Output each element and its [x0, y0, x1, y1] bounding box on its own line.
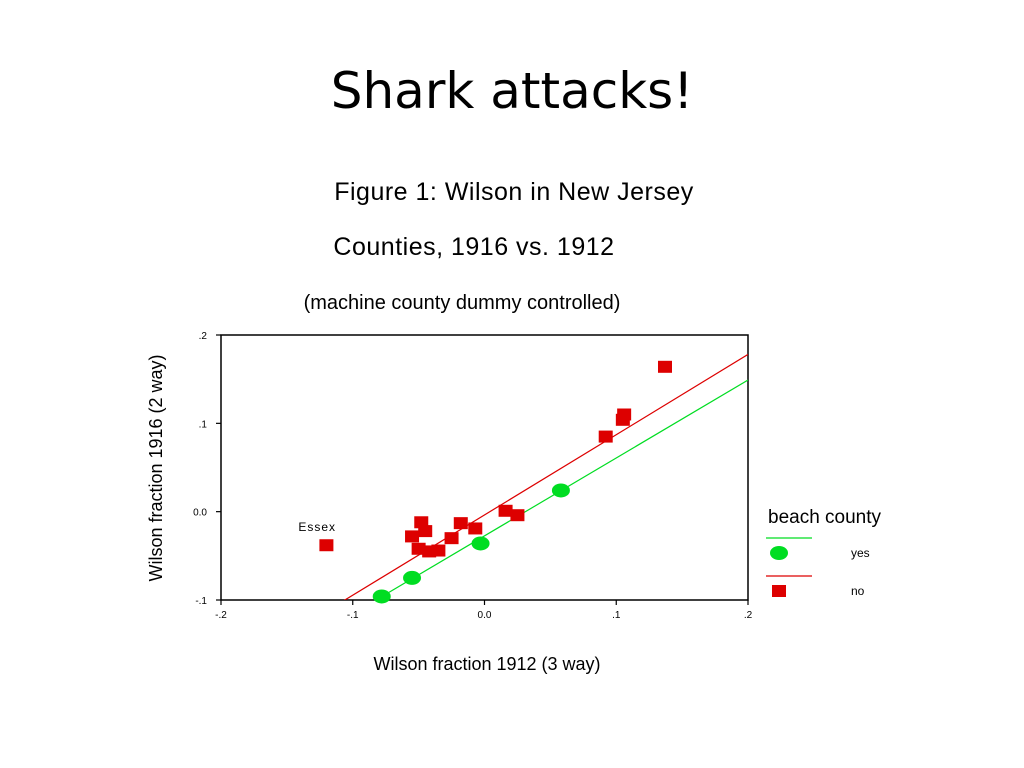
point-yes	[471, 536, 490, 551]
point-annotation: Essex	[298, 520, 336, 534]
chart-note: (machine county dummy controlled)	[303, 292, 621, 314]
point-no	[319, 539, 334, 552]
point-no	[418, 525, 433, 538]
point-no	[468, 522, 483, 535]
point-no	[405, 530, 420, 543]
y-tick-label: 0.0	[193, 508, 207, 519]
point-yes	[551, 483, 570, 498]
point-no	[453, 517, 468, 530]
legend-marker-no	[772, 585, 786, 597]
legend: yes no	[766, 537, 870, 598]
plot-area	[220, 334, 749, 601]
y-tick-label: .2	[199, 331, 208, 342]
x-tick-label: .1	[612, 610, 621, 621]
fit-line-no	[343, 353, 748, 600]
x-axis-label: Wilson fraction 1912 (3 way)	[373, 654, 600, 674]
chart-title: Figure 1: Wilson in New Jersey	[334, 178, 694, 206]
slide-title: Shark attacks!	[330, 62, 694, 120]
x-tick-label: -.1	[347, 610, 359, 621]
point-no	[444, 532, 459, 545]
point-no	[657, 360, 672, 373]
chart-subtitle: Counties, 1916 vs. 1912	[333, 233, 615, 261]
x-tick-label: 0.0	[478, 610, 492, 621]
point-yes	[372, 589, 391, 604]
x-tick-label: .2	[744, 610, 753, 621]
legend-title: beach county	[768, 507, 882, 528]
y-tick-label: .1	[199, 419, 208, 430]
y-axis-label: Wilson fraction 1916 (2 way)	[146, 354, 166, 581]
point-no	[510, 509, 525, 522]
y-tick-label: -.1	[195, 596, 207, 607]
legend-label-yes: yes	[851, 546, 870, 560]
point-yes	[403, 570, 422, 585]
point-no	[598, 430, 613, 443]
point-no	[411, 542, 426, 555]
legend-label-no: no	[851, 584, 865, 598]
point-no	[431, 544, 446, 557]
point-no	[498, 504, 513, 517]
legend-marker-yes	[770, 546, 788, 560]
x-tick-label: -.2	[215, 610, 227, 621]
point-no	[617, 408, 632, 421]
